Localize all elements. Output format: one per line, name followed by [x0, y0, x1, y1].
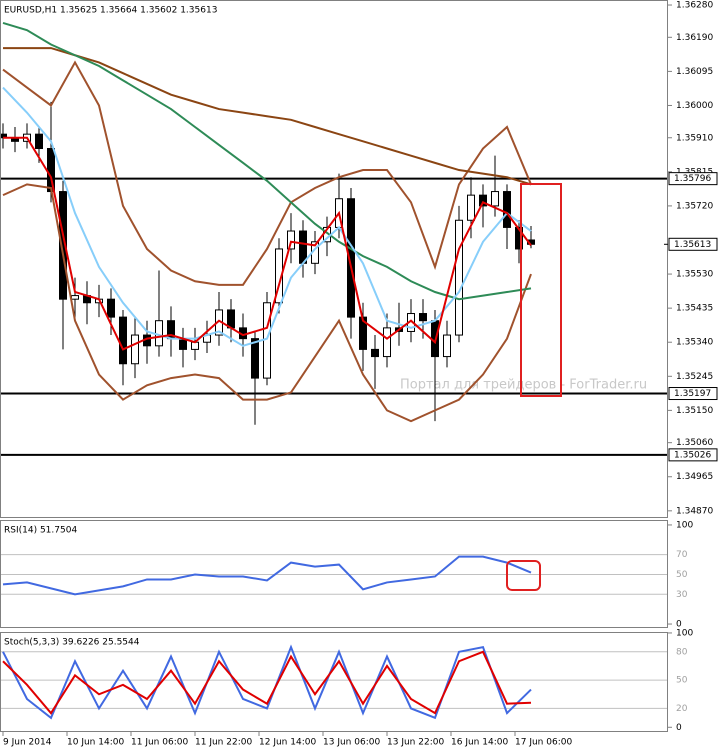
level-label: 50	[676, 676, 688, 686]
candle-body	[71, 295, 79, 300]
candle-body	[131, 334, 139, 365]
level-value: 1.35796	[674, 174, 711, 184]
level-label: 80	[676, 647, 688, 657]
candle-body	[299, 230, 307, 264]
candle-body	[515, 226, 523, 250]
y-tick-label: 1.35060	[676, 438, 713, 448]
candle-body	[479, 194, 487, 207]
candle-body	[227, 309, 235, 329]
level-label: 20	[676, 704, 688, 714]
candle-body	[371, 348, 379, 358]
y-tick-label: 0	[676, 620, 682, 630]
candle-body	[35, 133, 43, 150]
candle-body	[59, 191, 67, 300]
y-tick-label: 1.34965	[676, 472, 713, 482]
y-tick-label: 100	[676, 628, 693, 638]
candle-body	[107, 298, 115, 318]
y-tick-label: 1.35435	[676, 304, 713, 314]
candle-body	[155, 320, 163, 347]
indicator-line	[3, 47, 532, 186]
candle-body	[191, 341, 199, 350]
level-box	[668, 387, 718, 401]
candle-body	[287, 230, 295, 250]
indicator-line	[2, 22, 532, 301]
x-tick-label: 10 Jun 14:00	[67, 738, 124, 748]
y-tick-label: 1.36280	[676, 1, 713, 11]
indicator-line	[2, 60, 532, 286]
indicator-line	[3, 136, 532, 351]
candle-body	[347, 198, 355, 318]
y-tick-label: 1.35245	[676, 372, 713, 382]
candle-body	[455, 219, 463, 336]
y-tick-label: 1.36000	[676, 101, 713, 111]
candle-body	[119, 316, 127, 365]
rsi-panel-frame	[0, 520, 668, 628]
watermark: Портал для трейдеров - ForTrader.ru	[400, 378, 647, 393]
x-tick-label: 11 Jun 22:00	[195, 738, 252, 748]
level-label: 50	[676, 570, 688, 580]
level-label: 70	[676, 550, 688, 560]
x-tick-label: 13 Jun 22:00	[387, 738, 444, 748]
x-tick-label: 13 Jun 06:00	[323, 738, 380, 748]
candle-body	[443, 334, 451, 358]
y-tick-label: 1.35530	[676, 270, 713, 280]
highlight-box	[506, 560, 541, 591]
y-tick-label: 100	[676, 520, 693, 530]
candle-body	[383, 327, 391, 358]
indicator-line	[2, 644, 532, 720]
panel-title: RSI(14) 51.7504	[4, 526, 77, 536]
x-tick-label: 12 Jun 14:00	[259, 738, 316, 748]
level-box	[668, 448, 718, 462]
current-price: 1.35613	[674, 240, 711, 250]
y-tick-label: 0	[676, 723, 682, 733]
level-value: 1.35197	[674, 389, 711, 399]
level-value: 1.35026	[674, 450, 711, 460]
candle-body	[251, 338, 259, 379]
y-tick-label: 1.35910	[676, 133, 713, 143]
price-box	[668, 237, 718, 251]
plot-layer: Портал для трейдеров - ForTrader.ru	[0, 22, 668, 720]
x-tick-label: 9 Jun 2014	[3, 738, 52, 748]
candle-body	[503, 191, 511, 228]
main-panel-frame	[0, 0, 668, 518]
x-tick-label: 17 Jun 06:00	[515, 738, 572, 748]
x-tick-label: 11 Jun 06:00	[131, 738, 188, 748]
level-box	[668, 172, 718, 186]
stoch-panel-frame	[0, 632, 668, 732]
panel-title: EURUSD,H1 1.35625 1.35664 1.35602 1.3561…	[4, 6, 217, 16]
candle-body	[263, 302, 271, 379]
y-tick-label: 1.35340	[676, 338, 713, 348]
y-tick-label: 1.34870	[676, 506, 713, 516]
highlight-box	[520, 183, 562, 397]
indicator-line	[2, 183, 532, 423]
indicator-line	[2, 650, 532, 715]
y-tick-label: 1.36190	[676, 33, 713, 43]
x-tick-label: 16 Jun 14:00	[451, 738, 508, 748]
indicator-line	[2, 555, 532, 596]
candle-body	[491, 191, 499, 207]
y-tick-label: 1.35720	[676, 201, 713, 211]
panel-title: Stoch(5,3,3) 39.6226 25.5544	[4, 638, 140, 648]
candle-body	[419, 313, 427, 322]
y-tick-label: 1.36095	[676, 67, 713, 77]
y-tick-label: 1.35150	[676, 406, 713, 416]
candle-body	[467, 194, 475, 221]
level-label: 30	[676, 590, 688, 600]
